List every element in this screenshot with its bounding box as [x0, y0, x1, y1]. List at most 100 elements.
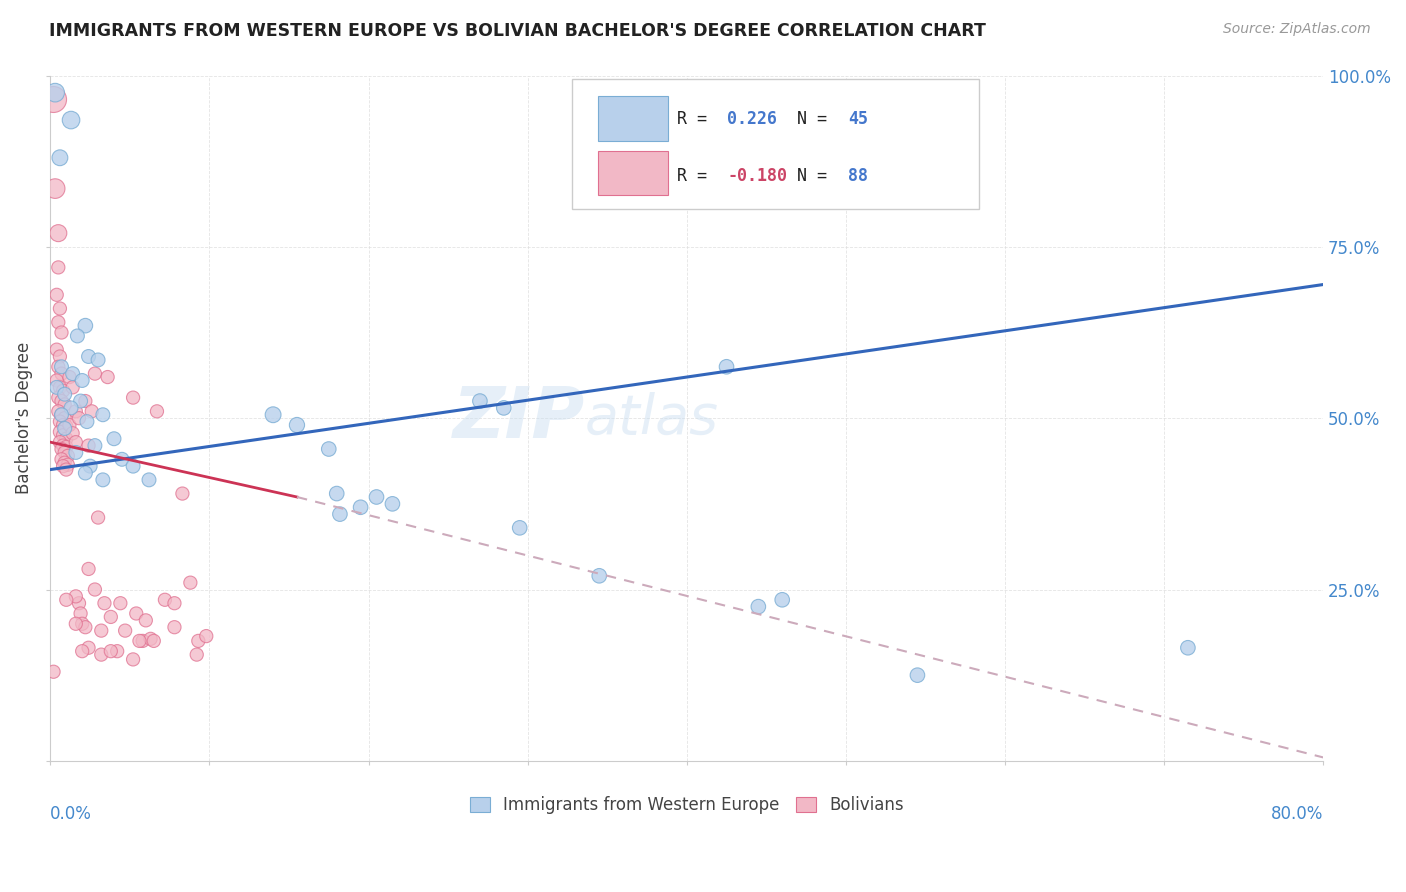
Point [262, 408, 284, 422]
Point [84, 582, 107, 597]
FancyBboxPatch shape [598, 96, 668, 141]
Point [52, 428, 75, 442]
FancyBboxPatch shape [598, 151, 668, 195]
Point [131, 634, 153, 648]
Point [67, 596, 90, 610]
Point [195, 629, 218, 643]
Point [91, 473, 114, 487]
Point [509, 521, 531, 535]
Point [46, 359, 69, 374]
Point [138, 473, 160, 487]
Point [468, 394, 491, 409]
Text: 0.226: 0.226 [727, 110, 778, 128]
Point [52, 384, 75, 398]
Text: 80.0%: 80.0% [1271, 805, 1323, 823]
Point [80, 404, 103, 418]
Point [907, 668, 929, 682]
Point [492, 401, 515, 415]
Point [114, 624, 136, 638]
Point [90, 624, 112, 638]
Point [45, 374, 67, 388]
Point [60, 113, 83, 128]
Point [100, 610, 122, 624]
Y-axis label: Bachelor's Degree: Bachelor's Degree [15, 342, 32, 494]
Point [122, 391, 145, 405]
Point [588, 569, 610, 583]
Point [77, 562, 100, 576]
Point [110, 596, 132, 610]
Point [62, 367, 84, 381]
Point [51, 408, 73, 422]
Point [67, 411, 90, 425]
Point [42, 93, 65, 107]
Point [75, 394, 97, 409]
Point [62, 380, 84, 394]
Point [135, 613, 157, 627]
Text: IMMIGRANTS FROM WESTERN EUROPE VS BOLIVIAN BACHELOR'S DEGREE CORRELATION CHART: IMMIGRANTS FROM WESTERN EUROPE VS BOLIVI… [49, 22, 986, 40]
Point [65, 435, 87, 450]
Point [146, 404, 169, 418]
Point [46, 260, 69, 275]
Point [53, 387, 76, 401]
Point [1177, 640, 1199, 655]
Point [142, 634, 165, 648]
Point [122, 652, 145, 666]
Point [55, 440, 77, 454]
Point [46, 315, 69, 329]
Point [139, 632, 162, 646]
Point [51, 408, 73, 422]
Point [1399, 123, 1406, 137]
Point [66, 329, 89, 343]
Point [53, 411, 76, 425]
Point [329, 507, 352, 521]
Point [52, 439, 75, 453]
Point [60, 401, 83, 415]
Point [122, 459, 145, 474]
Point [100, 644, 122, 658]
Text: 88: 88 [848, 168, 869, 186]
Point [58, 370, 80, 384]
Point [53, 456, 76, 470]
Point [75, 466, 97, 480]
Point [51, 394, 73, 409]
Point [125, 607, 148, 621]
Point [49, 415, 72, 429]
Point [53, 445, 76, 459]
Point [45, 288, 67, 302]
Point [62, 426, 84, 441]
Point [69, 394, 91, 409]
Point [381, 497, 404, 511]
Point [56, 449, 79, 463]
Point [44, 181, 66, 195]
Point [58, 417, 80, 432]
Point [349, 500, 371, 515]
Point [52, 417, 75, 432]
Point [51, 442, 73, 456]
Point [49, 425, 72, 439]
Point [70, 616, 93, 631]
Point [52, 459, 75, 474]
Point [93, 596, 115, 610]
Point [172, 486, 194, 500]
Point [77, 640, 100, 655]
Point [46, 404, 69, 418]
Point [111, 452, 134, 467]
Point [187, 634, 209, 648]
Point [69, 607, 91, 621]
Point [49, 350, 72, 364]
Point [318, 442, 340, 456]
Point [45, 343, 67, 357]
Point [51, 326, 73, 340]
Point [45, 380, 67, 394]
Point [56, 458, 79, 472]
Point [103, 432, 125, 446]
Point [49, 435, 72, 450]
Point [53, 421, 76, 435]
Point [70, 374, 93, 388]
Point [186, 648, 208, 662]
Point [49, 151, 72, 165]
Text: N =: N = [797, 110, 838, 128]
Text: 0.0%: 0.0% [51, 805, 93, 823]
Point [75, 318, 97, 333]
Point [366, 490, 388, 504]
